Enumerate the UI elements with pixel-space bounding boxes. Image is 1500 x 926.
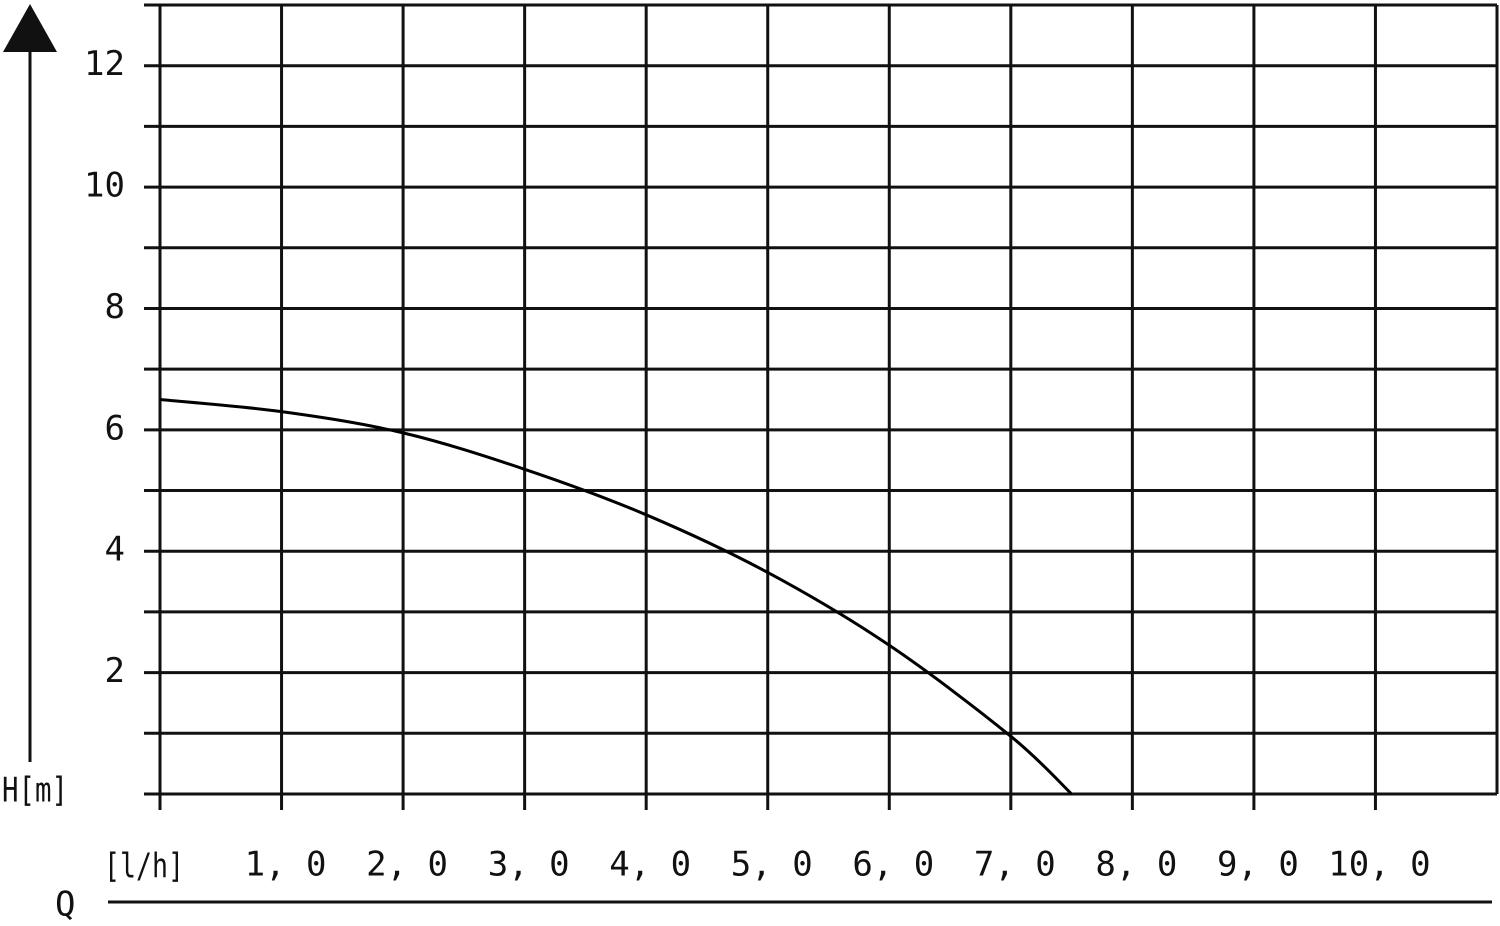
y-tick-label: 2 [105,651,125,691]
y-axis-label: H[m] [2,771,68,811]
y-tick-label: 6 [105,408,125,448]
x-axis-label: [l/h] [104,847,184,887]
y-tick-label: 10 [84,166,125,206]
x-tick-label: 3, 0 [488,845,570,885]
x-tick-label: 10, 0 [1328,845,1430,885]
x-tick-label: 2, 0 [366,845,448,885]
arrow-head [3,4,57,52]
x-tick-label: 6, 0 [852,845,934,885]
y-tick-label: 12 [84,44,125,84]
y-tick-label: 4 [105,530,125,570]
x-tick-label: 4, 0 [609,845,691,885]
x-axis-name: Q [55,885,75,925]
x-tick-label: 1, 0 [245,845,327,885]
y-tick-label: 8 [105,287,125,327]
x-tick-label: 5, 0 [731,845,813,885]
x-tick-label: 8, 0 [1095,845,1177,885]
x-tick-label: 9, 0 [1217,845,1299,885]
curve [159,398,1073,796]
x-tick-label: 7, 0 [974,845,1056,885]
